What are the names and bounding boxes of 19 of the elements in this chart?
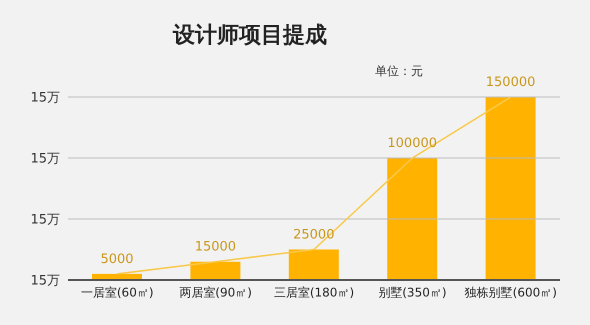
bar xyxy=(387,158,438,280)
text: 15万 xyxy=(30,152,60,167)
x-tick-label: 两居室(90㎡) xyxy=(179,286,252,300)
data-label: 100000 xyxy=(387,136,438,151)
bar xyxy=(486,97,536,280)
bar xyxy=(190,262,240,280)
data-label: 150000 xyxy=(486,75,536,90)
bar xyxy=(288,250,339,280)
chart-title: 设计师项目提成 xyxy=(172,22,328,50)
x-tick-label: 别墅(350㎡) xyxy=(378,286,447,300)
data-label: 5000 xyxy=(100,252,134,267)
text: 单位：元 xyxy=(375,63,423,80)
data-label: 15000 xyxy=(194,240,236,255)
x-tick-label: 一居室(60㎡) xyxy=(80,286,154,300)
text: 15万 xyxy=(30,274,60,289)
x-tick-label: 独栋别墅(600㎡) xyxy=(464,286,557,300)
text: 15万 xyxy=(30,212,60,228)
text: 15万 xyxy=(30,90,60,106)
x-tick-label: 三居室(180㎡) xyxy=(274,286,354,300)
